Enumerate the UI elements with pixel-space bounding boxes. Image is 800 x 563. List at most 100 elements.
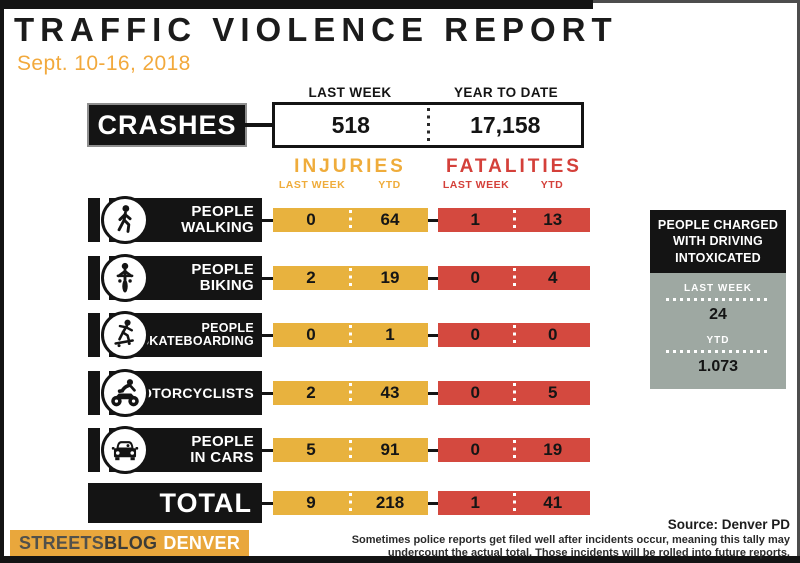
row-label-line1: MOTORCYCLISTS — [129, 384, 254, 401]
injuries-last-week-value: 2 — [306, 268, 316, 287]
injuries-subheader-last-week: LAST WEEK — [278, 179, 346, 191]
fatalities-last-week-value: 0 — [470, 268, 480, 287]
injuries-header: INJURIES — [294, 156, 406, 177]
table-row-people-in-cars: PEOPLE IN CARS — [88, 426, 592, 474]
injuries-bar: 2 19 — [273, 266, 428, 290]
disclaimer-line2: undercount the actual total. Those incid… — [387, 547, 790, 560]
injuries-bar: 9 218 — [273, 491, 428, 515]
fatalities-bar: 1 41 — [438, 491, 590, 515]
table-row-people-biking: PEOPLE BIKING 2 — [88, 254, 592, 302]
injuries-bar: 2 43 — [273, 381, 428, 405]
row-label: MOTORCYCLISTS — [88, 369, 262, 417]
fatalities-last-week-value: 0 — [470, 440, 480, 459]
crashes-col-year-to-date: YEAR TO DATE — [453, 85, 559, 100]
table-row-motorcyclists: MOTORCYCLISTS 2 43 — [88, 369, 592, 417]
fatalities-bar: 0 5 — [438, 381, 590, 405]
bottom-accent-bar — [0, 556, 800, 563]
row-label: PEOPLE BIKING — [88, 254, 262, 302]
row-label-line2: SKATEBOARDING — [140, 334, 254, 348]
injuries-bar: 0 64 — [273, 208, 428, 232]
table-row-people-skateboarding: PEOPLE SKATEBOARDING — [88, 311, 592, 359]
fatalities-bar: 1 13 — [438, 208, 590, 232]
crashes-ytd-value: 17,158 — [470, 111, 541, 138]
injuries-ytd-value: 218 — [375, 493, 405, 512]
fatalities-ytd-value: 19 — [543, 440, 563, 459]
injuries-ytd-value: 91 — [380, 440, 400, 459]
fatalities-ytd-value: 0 — [548, 325, 558, 344]
crashes-values: 518 17,158 — [272, 102, 584, 148]
row-label: PEOPLE SKATEBOARDING — [88, 311, 262, 359]
table-row-total: TOTAL 9 218 1 41 — [88, 483, 592, 523]
fatalities-ytd-value: 4 — [548, 268, 558, 287]
fatalities-ytd-value: 41 — [543, 493, 563, 512]
frame-right — [797, 0, 800, 563]
row-label-line1: PEOPLE — [201, 320, 254, 335]
biking-icon — [101, 254, 149, 302]
dui-dotted-divider — [666, 349, 770, 353]
car-icon — [101, 426, 149, 474]
row-label-line1: PEOPLE — [191, 433, 254, 451]
injuries-ytd-value: 64 — [380, 210, 400, 229]
dui-panel-title: PEOPLE CHARGED WITH DRIVING INTOXICATED — [650, 210, 786, 273]
row-label-line2: WALKING — [181, 219, 254, 236]
crashes-divider — [426, 108, 430, 142]
logo-streets-text: STREETS — [19, 532, 105, 553]
dui-panel-body: LAST WEEK 24 YTD 1.073 — [650, 272, 786, 389]
total-label: TOTAL — [88, 483, 262, 523]
skateboarding-icon — [101, 311, 149, 359]
fatalities-last-week-value: 0 — [470, 383, 480, 402]
dui-last-week-value: 24 — [709, 305, 727, 323]
crashes-connector — [245, 123, 272, 127]
fatalities-bar: 0 4 — [438, 266, 590, 290]
injuries-ytd-value: 19 — [380, 268, 400, 287]
fatalities-ytd-value: 5 — [548, 383, 558, 402]
source-credit: Source: Denver PD — [667, 517, 790, 532]
crashes-last-week-value: 518 — [331, 111, 370, 138]
fatalities-last-week-value: 1 — [470, 493, 480, 512]
fatalities-bar: 0 19 — [438, 438, 590, 462]
dui-last-week-label: LAST WEEK — [684, 282, 752, 294]
fatalities-last-week-value: 1 — [470, 210, 480, 229]
page-title: TRAFFIC VIOLENCE REPORT — [14, 11, 618, 48]
dui-ytd-label: YTD — [706, 334, 730, 346]
injuries-last-week-value: 0 — [306, 210, 316, 229]
injuries-ytd-value: 1 — [385, 325, 395, 344]
row-label: PEOPLE IN CARS — [88, 426, 262, 474]
injuries-last-week-value: 2 — [306, 383, 316, 402]
disclaimer-line1: Sometimes police reports get filed well … — [351, 534, 790, 546]
injuries-last-week-value: 9 — [306, 493, 316, 512]
row-label-line2: IN CARS — [190, 449, 254, 466]
injuries-subheader-ytd: YTD — [378, 179, 401, 191]
fatalities-subheader-ytd: YTD — [540, 179, 564, 191]
injuries-ytd-value: 43 — [380, 383, 400, 402]
disclaimer-text: Sometimes police reports get filed well … — [320, 534, 790, 561]
row-label-line2: BIKING — [199, 277, 254, 294]
dui-ytd-value: 1.073 — [697, 357, 739, 375]
report-date-range: Sept. 10-16, 2018 — [17, 52, 191, 75]
logo-blog-text: BLOG — [104, 532, 158, 553]
fatalities-bar: 0 0 — [438, 323, 590, 347]
injuries-last-week-value: 0 — [306, 325, 316, 344]
motorcycle-icon — [101, 369, 149, 417]
injuries-bar: 5 91 — [273, 438, 428, 462]
crashes-label: CRASHES — [87, 103, 247, 147]
row-label: PEOPLE WALKING — [88, 196, 262, 244]
injuries-bar: 0 1 — [273, 323, 428, 347]
logo-denver-text: DENVER — [163, 532, 241, 553]
fatalities-ytd-value: 13 — [543, 210, 563, 229]
dui-charges-panel: PEOPLE CHARGED WITH DRIVING INTOXICATED … — [650, 210, 786, 389]
row-label-line1: PEOPLE — [191, 261, 254, 279]
table-row-people-walking: PEOPLE WALKING 0 64 — [88, 196, 592, 244]
fatalities-subheader-last-week: LAST WEEK — [442, 179, 510, 191]
walking-icon — [101, 196, 149, 244]
top-accent-bar — [0, 0, 593, 9]
dui-dotted-divider — [666, 297, 770, 301]
crashes-col-last-week: LAST WEEK — [308, 85, 392, 100]
frame-left — [0, 0, 4, 563]
fatalities-last-week-value: 0 — [470, 325, 480, 344]
streetsblog-denver-logo: STREETS BLOG DENVER — [10, 530, 250, 556]
fatalities-header: FATALITIES — [446, 156, 582, 177]
injuries-last-week-value: 5 — [306, 440, 316, 459]
row-label-line1: PEOPLE — [191, 203, 254, 221]
